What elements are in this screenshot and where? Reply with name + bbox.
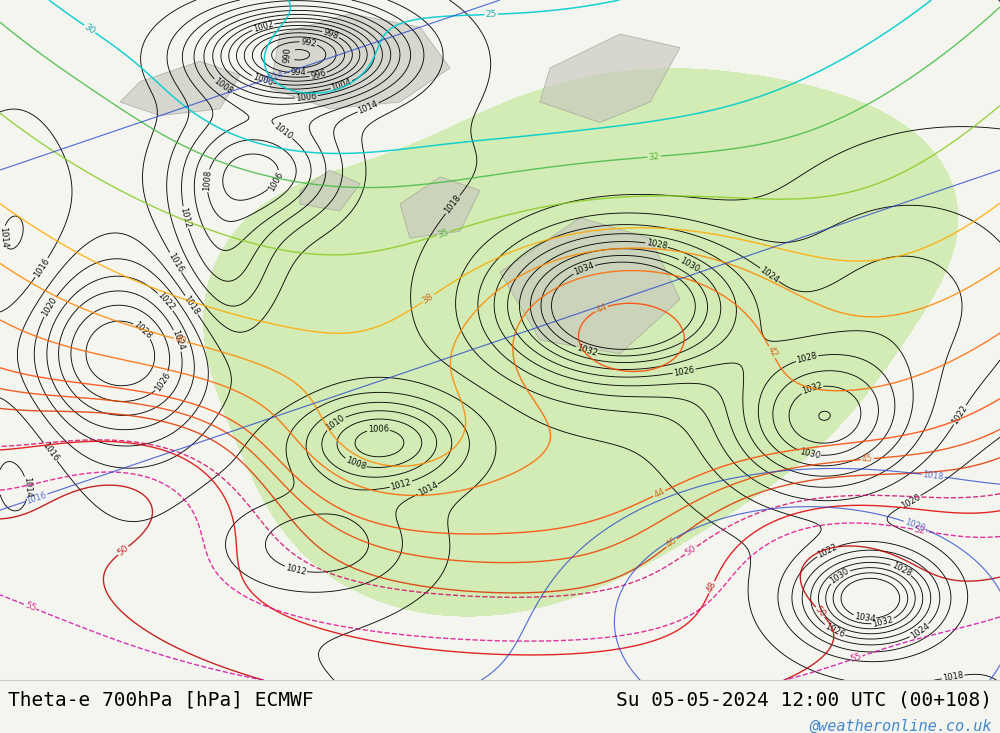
Text: 50: 50	[116, 544, 131, 558]
Text: 52: 52	[913, 525, 926, 536]
Text: 992: 992	[300, 37, 317, 48]
Text: 1028: 1028	[890, 561, 913, 578]
Text: 1016: 1016	[25, 490, 48, 506]
Text: 1028: 1028	[645, 238, 668, 251]
Text: 46: 46	[664, 536, 679, 550]
Text: 1020: 1020	[899, 492, 922, 510]
Text: 1022: 1022	[155, 291, 176, 313]
Text: 1026: 1026	[823, 622, 846, 640]
Text: 1034: 1034	[854, 612, 876, 624]
Text: 1026: 1026	[673, 365, 695, 377]
Text: 1006: 1006	[368, 424, 389, 434]
Text: 1012: 1012	[179, 206, 192, 229]
Text: 1010: 1010	[324, 413, 347, 432]
Text: 990: 990	[283, 46, 293, 63]
Polygon shape	[540, 34, 680, 122]
Text: 45: 45	[861, 454, 873, 464]
Text: 50: 50	[813, 605, 827, 619]
Text: 55: 55	[849, 652, 863, 664]
Text: 1004: 1004	[330, 78, 353, 93]
Text: 1024: 1024	[170, 329, 186, 352]
Polygon shape	[120, 62, 240, 116]
Text: 1020: 1020	[40, 295, 59, 318]
Text: 38: 38	[421, 292, 435, 305]
Text: 1032: 1032	[801, 381, 823, 397]
Text: 1022: 1022	[816, 542, 838, 560]
Text: 1010: 1010	[272, 122, 294, 141]
Text: 1006: 1006	[295, 92, 317, 103]
Text: 1008: 1008	[212, 77, 234, 97]
Text: 996: 996	[310, 69, 327, 81]
Text: 1028: 1028	[132, 320, 154, 341]
Text: 35: 35	[436, 227, 450, 240]
Text: 1016: 1016	[40, 441, 60, 463]
Text: 1016: 1016	[32, 257, 51, 279]
Polygon shape	[500, 218, 680, 354]
Text: 1000: 1000	[251, 73, 274, 88]
Text: 1018: 1018	[182, 294, 201, 317]
Text: 1024: 1024	[758, 265, 781, 284]
Text: 42: 42	[765, 345, 779, 359]
Text: 1006: 1006	[267, 169, 285, 193]
Text: 1012: 1012	[284, 563, 307, 577]
Text: 1014: 1014	[22, 476, 33, 498]
Text: 1018: 1018	[443, 194, 463, 216]
Text: @weatheronline.co.uk: @weatheronline.co.uk	[810, 719, 992, 733]
Text: 1024: 1024	[909, 622, 931, 641]
Polygon shape	[270, 14, 450, 108]
Text: 998: 998	[322, 27, 340, 41]
Text: 1016: 1016	[166, 251, 185, 274]
Text: 1002: 1002	[252, 19, 274, 34]
Text: 1008: 1008	[344, 456, 367, 472]
Text: 1030: 1030	[798, 447, 821, 460]
Text: 1018: 1018	[922, 470, 944, 482]
Text: 1014: 1014	[0, 226, 9, 248]
Text: 1014: 1014	[357, 99, 380, 116]
Text: 1020: 1020	[903, 517, 926, 533]
Text: 994: 994	[290, 68, 306, 78]
Text: 1014: 1014	[262, 70, 285, 85]
Text: 1008: 1008	[202, 170, 213, 191]
Text: 1030: 1030	[678, 256, 701, 274]
Text: 55: 55	[23, 600, 37, 613]
Polygon shape	[300, 170, 360, 211]
Text: 44: 44	[652, 487, 666, 500]
Text: 1026: 1026	[153, 371, 173, 393]
Text: 44: 44	[595, 302, 608, 315]
Text: 1018: 1018	[942, 671, 964, 683]
Text: 1030: 1030	[828, 567, 851, 586]
Text: 1034: 1034	[572, 261, 595, 277]
Text: 30: 30	[82, 22, 97, 36]
Text: 25: 25	[485, 10, 497, 19]
Text: 40: 40	[174, 334, 187, 346]
Text: Theta-e 700hPa [hPa] ECMWF: Theta-e 700hPa [hPa] ECMWF	[8, 690, 314, 710]
Text: 1032: 1032	[872, 615, 894, 629]
Text: 1032: 1032	[575, 343, 598, 358]
Text: 1028: 1028	[796, 351, 818, 365]
Text: Su 05-05-2024 12:00 UTC (00+108): Su 05-05-2024 12:00 UTC (00+108)	[616, 690, 992, 710]
Text: 32: 32	[648, 152, 660, 161]
Text: 1022: 1022	[950, 404, 969, 426]
Text: 48: 48	[705, 580, 718, 594]
Polygon shape	[400, 177, 480, 238]
Text: 1014: 1014	[416, 481, 439, 498]
Text: 1012: 1012	[390, 477, 412, 492]
Text: 50: 50	[683, 544, 698, 558]
